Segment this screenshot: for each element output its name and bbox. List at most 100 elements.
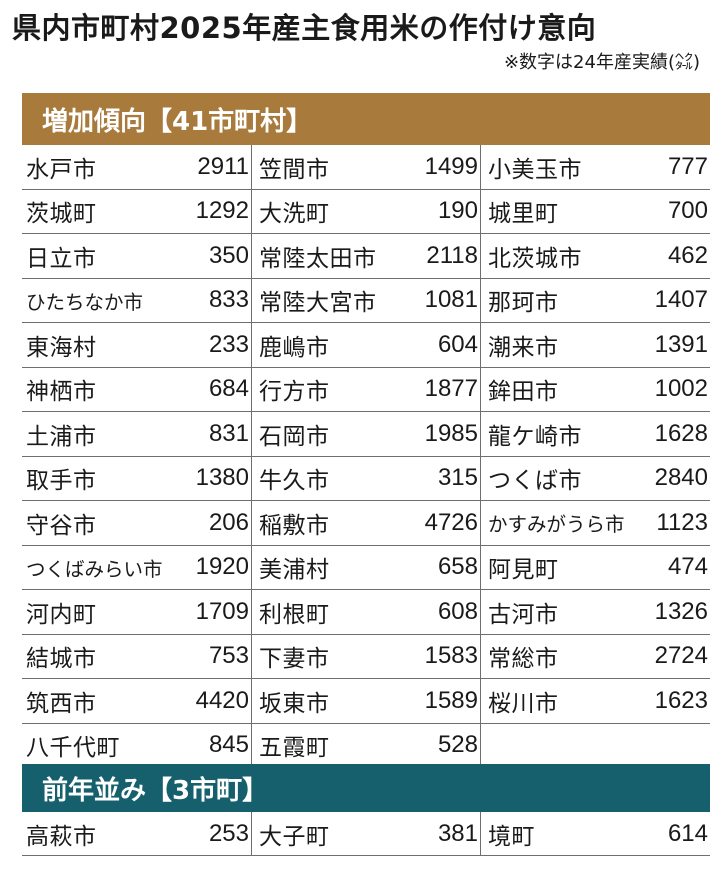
section-header-increase: 増加傾向【41市町村】 xyxy=(22,93,710,145)
area-value: 190 xyxy=(437,197,478,225)
area-value: 1583 xyxy=(424,642,478,670)
area-value: 381 xyxy=(437,819,478,847)
municipality-name: 笠間市 xyxy=(259,156,330,183)
municipality-name: 古河市 xyxy=(488,601,559,628)
area-value: 1589 xyxy=(424,686,478,714)
municipality-cell: 土浦市 831 xyxy=(22,412,251,456)
municipality-cell: 守谷市 206 xyxy=(22,501,251,545)
area-value: 1623 xyxy=(654,686,708,714)
table-row: つくばみらい市 1920 美浦村 658 阿見町 474 xyxy=(22,545,710,590)
municipality-cell: 坂東市 1589 xyxy=(251,679,480,723)
area-value: 1920 xyxy=(195,553,249,581)
municipality-cell: 神栖市 684 xyxy=(22,368,251,412)
area-value: 206 xyxy=(208,508,249,536)
municipality-cell: 境町 614 xyxy=(480,812,710,855)
municipality-name: 北茨城市 xyxy=(488,245,582,272)
municipality-cell: 小美玉市 777 xyxy=(480,145,710,189)
municipality-cell: 笠間市 1499 xyxy=(251,145,480,189)
municipality-name: 下妻市 xyxy=(259,646,330,673)
municipality-cell: 龍ケ崎市 1628 xyxy=(480,412,710,456)
area-value: 1407 xyxy=(654,286,708,314)
table-row: 河内町 1709 利根町 608 古河市 1326 xyxy=(22,590,710,635)
municipality-cell: 取手市 1380 xyxy=(22,457,251,501)
area-value: 684 xyxy=(208,375,249,403)
area-value: 315 xyxy=(437,464,478,492)
municipality-cell: 筑西市 4420 xyxy=(22,679,251,723)
municipality-cell: 結城市 753 xyxy=(22,635,251,679)
municipality-name: 取手市 xyxy=(26,468,97,495)
table-row: ひたちなか市 833 常陸大宮市 1081 那珂市 1407 xyxy=(22,278,710,323)
municipality-name: かすみがうら市 xyxy=(488,513,625,537)
section-header-same: 前年並み【3市町】 xyxy=(22,764,710,812)
area-value: 1628 xyxy=(654,419,708,447)
municipality-name: 行方市 xyxy=(259,379,330,406)
area-value: 253 xyxy=(208,819,249,847)
municipality-name: 石岡市 xyxy=(259,423,330,450)
municipality-cell: 河内町 1709 xyxy=(22,590,251,634)
municipality-cell: 下妻市 1583 xyxy=(251,634,480,678)
municipality-name: 桜川市 xyxy=(488,690,559,717)
municipality-cell: 東海村 233 xyxy=(22,323,251,367)
municipality-cell: つくば市 2840 xyxy=(480,456,710,500)
unit-note: ※数字は24年産実績(㌶) xyxy=(503,52,700,73)
municipality-name: 守谷市 xyxy=(26,512,97,539)
municipality-name: 阿見町 xyxy=(488,557,559,584)
municipality-name: 鹿嶋市 xyxy=(259,334,330,361)
municipality-name: 結城市 xyxy=(26,646,97,673)
municipality-name: 鉾田市 xyxy=(488,379,559,406)
municipality-name: 神栖市 xyxy=(26,379,97,406)
municipality-cell: 石岡市 1985 xyxy=(251,412,480,456)
municipality-name: 稲敷市 xyxy=(259,512,330,539)
area-value: 2118 xyxy=(426,241,478,269)
municipality-name: 東海村 xyxy=(26,334,97,361)
municipality-name: 牛久市 xyxy=(259,468,330,495)
municipality-name: 小美玉市 xyxy=(488,156,582,183)
municipality-name: 常陸大宮市 xyxy=(259,290,377,317)
area-value: 658 xyxy=(437,553,478,581)
same-level-table: 高萩市 253 大子町 381 境町 614 xyxy=(22,812,710,856)
area-value: 831 xyxy=(208,419,249,447)
table-row: 日立市 350 常陸太田市 2118 北茨城市 462 xyxy=(22,234,710,279)
area-value: 1391 xyxy=(654,330,708,358)
area-value: 1292 xyxy=(195,197,249,225)
municipality-cell: 常陸大宮市 1081 xyxy=(251,278,480,322)
municipality-cell: 古河市 1326 xyxy=(480,590,710,634)
page-title: 県内市町村2025年産主食用米の作付け意向 xyxy=(12,11,597,45)
municipality-cell: 潮来市 1391 xyxy=(480,323,710,367)
municipality-name: 水戸市 xyxy=(26,156,97,183)
area-value: 1326 xyxy=(654,597,708,625)
municipality-cell: 牛久市 315 xyxy=(251,456,480,500)
area-value: 2840 xyxy=(654,464,708,492)
table-row: 土浦市 831 石岡市 1985 龍ケ崎市 1628 xyxy=(22,412,710,457)
municipality-cell: 城里町 700 xyxy=(480,189,710,233)
municipality-name: 那珂市 xyxy=(488,290,559,317)
area-value: 1081 xyxy=(424,286,478,314)
municipality-name: つくばみらい市 xyxy=(26,557,163,581)
municipality-cell: 稲敷市 4726 xyxy=(251,501,480,545)
municipality-name: 日立市 xyxy=(26,245,97,272)
municipality-name: 高萩市 xyxy=(26,823,97,850)
municipality-cell: 鉾田市 1002 xyxy=(480,367,710,411)
area-value: 614 xyxy=(667,819,708,847)
municipality-cell: つくばみらい市 1920 xyxy=(22,546,251,590)
table-row: 守谷市 206 稲敷市 4726 かすみがうら市 1123 xyxy=(22,501,710,546)
municipality-cell: 鹿嶋市 604 xyxy=(251,323,480,367)
area-value: 1380 xyxy=(195,464,249,492)
municipality-name: 利根町 xyxy=(259,601,330,628)
municipality-name: 常総市 xyxy=(488,646,559,673)
municipality-name: 筑西市 xyxy=(26,690,97,717)
table-row: 水戸市 2911 笠間市 1499 小美玉市 777 xyxy=(22,145,710,190)
municipality-name: 八千代町 xyxy=(26,735,120,762)
municipality-name: 大洗町 xyxy=(259,201,330,228)
area-value: 4726 xyxy=(424,508,478,536)
increase-table: 水戸市 2911 笠間市 1499 小美玉市 777 茨城町 1292 大洗町 190 城里町 700… xyxy=(22,145,710,768)
municipality-cell: 大子町 381 xyxy=(251,812,480,855)
area-value: 608 xyxy=(437,597,478,625)
table-row: 取手市 1380 牛久市 315 つくば市 2840 xyxy=(22,456,710,501)
area-value: 528 xyxy=(437,731,478,759)
municipality-name: 境町 xyxy=(488,823,535,850)
municipality-cell: かすみがうら市 1123 xyxy=(480,501,710,545)
municipality-cell: 高萩市 253 xyxy=(22,812,251,855)
municipality-cell: 桜川市 1623 xyxy=(480,679,710,723)
area-value: 1709 xyxy=(195,597,249,625)
